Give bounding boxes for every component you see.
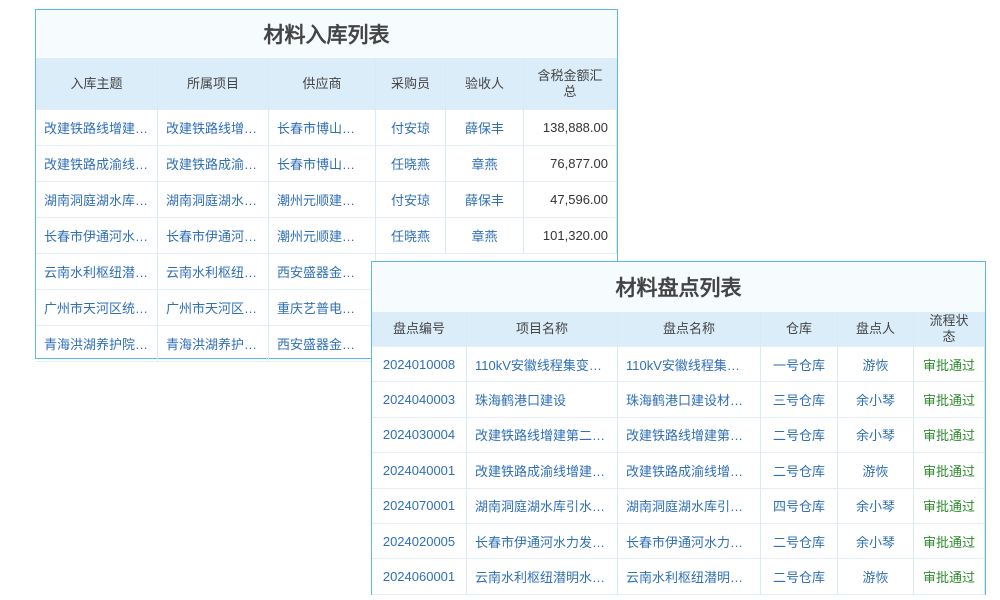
table-cell[interactable]: 长春市博山… [269,146,376,182]
table-cell[interactable]: 改建铁路成渝线增… [618,453,761,489]
table-cell[interactable]: 110kV安徽线程集… [618,347,761,383]
table-cell: 审批通过 [914,453,985,489]
table-cell[interactable]: 青海洪湖养护院… [36,326,158,362]
table-cell[interactable]: 长春市伊通河… [158,218,269,254]
table-cell[interactable]: 改建铁路成渝… [158,146,269,182]
table-cell[interactable]: 改建铁路线增建第… [618,417,761,454]
table-cell[interactable]: 改建铁路成渝线… [36,146,158,182]
table-cell: 101,320.00 [524,218,617,254]
table-cell: 薛保丰 [446,110,524,146]
table-cell[interactable]: 长春市伊通河水力发… [467,524,618,560]
table-cell[interactable]: 长春市伊通河水… [36,218,158,254]
table-cell: 任晓燕 [376,146,446,182]
table-cell[interactable]: 重庆艺普电… [269,290,376,326]
table-cell[interactable]: 2024030004 [372,417,467,454]
table-cell[interactable]: 青海洪湖养护… [158,326,269,362]
table-cell[interactable]: 2024020005 [372,524,467,560]
table-cell[interactable]: 2024040003 [372,382,467,418]
table-cell: 审批通过 [914,488,985,524]
table-cell[interactable]: 2024060001 [372,559,467,595]
table-cell: 章燕 [446,146,524,182]
table-cell: 薛保丰 [446,182,524,218]
table-cell: 47,596.00 [524,182,617,218]
table-cell[interactable]: 长春市伊通河水力… [618,524,761,560]
table-cell: 余小琴 [838,488,914,524]
table-cell[interactable]: 湖南洞庭湖水库… [36,182,158,218]
column-header[interactable]: 盘点编号 [372,312,467,347]
inventory-table: 材料盘点列表 盘点编号 项目名称 盘点名称 仓库 盘点人 流程状态 2024010008 110… [371,261,986,595]
table-cell: 二号仓库 [761,524,838,560]
table-cell[interactable]: 改建铁路线增建… [36,110,158,146]
column-header[interactable]: 流程状态 [914,312,985,347]
table-cell: 任晓燕 [376,218,446,254]
table-cell: 审批通过 [914,559,985,595]
table-cell[interactable]: 湖南洞庭湖水… [158,182,269,218]
table-cell: 付安琼 [376,182,446,218]
table-cell[interactable]: 改建铁路线增… [158,110,269,146]
table-cell[interactable]: 潮州元顺建… [269,218,376,254]
table-cell: 游恢 [838,347,914,383]
table-cell: 审批通过 [914,524,985,560]
table-cell: 余小琴 [838,382,914,418]
column-header[interactable]: 所属项目 [158,58,269,110]
table-cell: 二号仓库 [761,417,838,454]
table-cell[interactable]: 西安盛器金… [269,326,376,362]
column-header[interactable]: 供应商 [269,58,376,110]
table-cell[interactable]: 云南水利枢纽潜… [36,254,158,290]
table-cell[interactable]: 2024010008 [372,347,467,383]
table-cell: 审批通过 [914,417,985,454]
table-cell: 游恢 [838,559,914,595]
column-header[interactable]: 项目名称 [467,312,618,347]
table-cell: 余小琴 [838,524,914,560]
table-title: 材料盘点列表 [372,262,985,313]
table-cell: 游恢 [838,453,914,489]
table-cell: 三号仓库 [761,382,838,418]
column-header[interactable]: 仓库 [761,312,838,347]
table-cell[interactable]: 2024040001 [372,453,467,489]
column-header[interactable]: 盘点人 [838,312,914,347]
column-header[interactable]: 验收人 [446,58,524,110]
table-cell: 138,888.00 [524,110,617,146]
table-cell: 76,877.00 [524,146,617,182]
table-cell[interactable]: 云南水利枢纽潜明水… [467,559,618,595]
table-cell[interactable]: 110kV安徽线程集变… [467,347,618,383]
column-header[interactable]: 盘点名称 [618,312,761,347]
table-cell: 二号仓库 [761,559,838,595]
table-cell[interactable]: 湖南洞庭湖水库引… [618,488,761,524]
table-cell[interactable]: 长春市博山… [269,110,376,146]
table-cell[interactable]: 云南水利枢纽潜明… [618,559,761,595]
table-cell: 章燕 [446,218,524,254]
table-cell: 一号仓库 [761,347,838,383]
table-cell: 四号仓库 [761,488,838,524]
table-cell: 审批通过 [914,382,985,418]
column-header[interactable]: 采购员 [376,58,446,110]
table-cell[interactable]: 改建铁路成渝线增建… [467,453,618,489]
table-cell: 审批通过 [914,347,985,383]
table-cell[interactable]: 改建铁路线增建第二… [467,417,618,454]
table-cell[interactable]: 湖南洞庭湖水库引水… [467,488,618,524]
table-cell: 二号仓库 [761,453,838,489]
table-cell[interactable]: 2024070001 [372,488,467,524]
table-cell[interactable]: 广州市天河区… [158,290,269,326]
table-cell[interactable]: 广州市天河区统… [36,290,158,326]
table-cell[interactable]: 潮州元顺建… [269,182,376,218]
table-cell[interactable]: 云南水利枢纽… [158,254,269,290]
table-cell[interactable]: 珠海鹤港口建设 [467,382,618,418]
table-cell[interactable]: 珠海鹤港口建设材… [618,382,761,418]
table-cell: 付安琼 [376,110,446,146]
table-cell: 余小琴 [838,417,914,454]
column-header[interactable]: 含税金额汇总 [524,58,617,110]
inbound-table: 材料入库列表 入库主题 所属项目 供应商 采购员 验收人 含税金额汇总改建铁路线增建… 改建铁… [35,9,618,362]
column-header[interactable]: 入库主题 [36,58,158,110]
table-title: 材料入库列表 [36,10,617,59]
table-cell[interactable]: 西安盛器金… [269,254,376,290]
